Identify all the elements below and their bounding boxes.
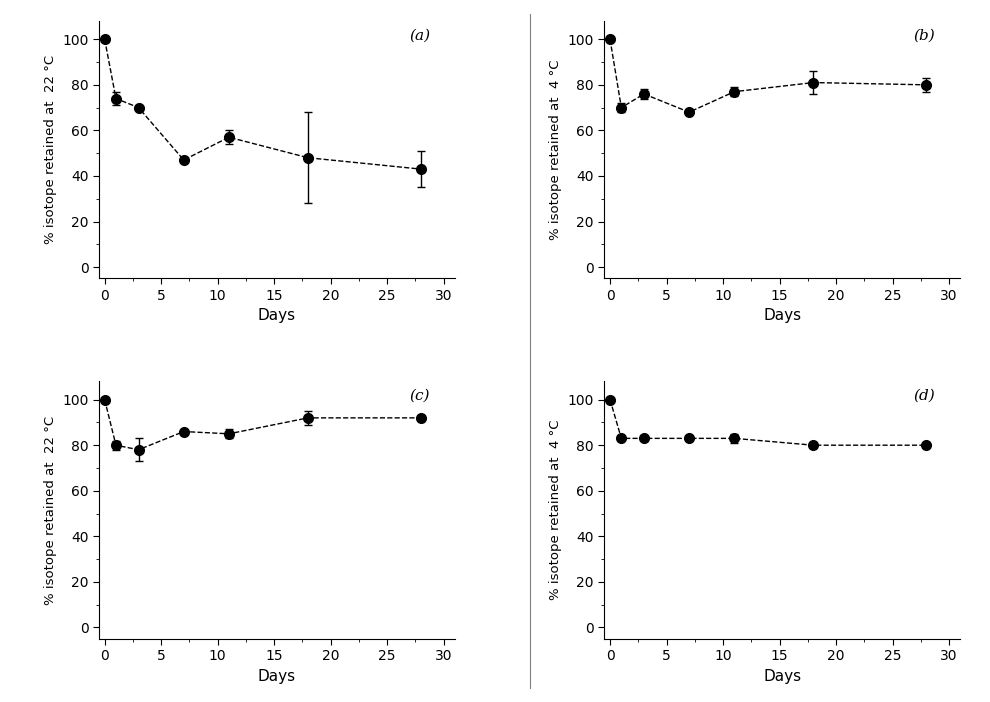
X-axis label: Days: Days: [763, 308, 802, 324]
Y-axis label: % isotope retained at  22 °C: % isotope retained at 22 °C: [44, 416, 56, 604]
Y-axis label: % isotope retained at  22 °C: % isotope retained at 22 °C: [44, 55, 56, 244]
Text: (d): (d): [914, 389, 936, 403]
Text: (b): (b): [914, 29, 936, 43]
Y-axis label: % isotope retained at  4 °C: % isotope retained at 4 °C: [549, 420, 562, 600]
X-axis label: Days: Days: [257, 308, 296, 324]
Y-axis label: % isotope retained at  4 °C: % isotope retained at 4 °C: [549, 60, 562, 240]
Text: (a): (a): [409, 29, 430, 43]
X-axis label: Days: Days: [257, 669, 296, 684]
X-axis label: Days: Days: [763, 669, 802, 684]
Text: (c): (c): [410, 389, 430, 403]
